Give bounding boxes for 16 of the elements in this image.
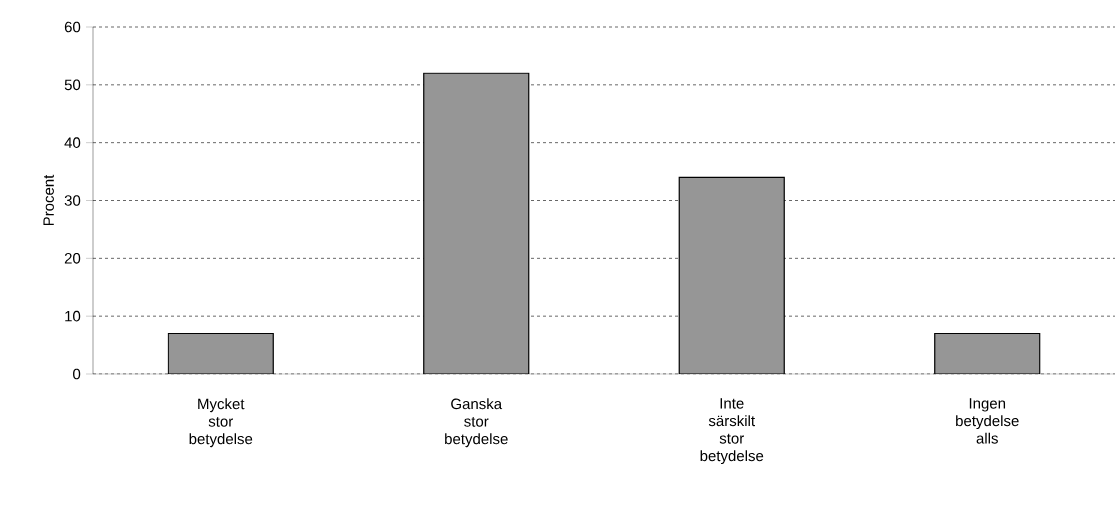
- x-tick-label: Inte särskilt stor betydelse: [700, 398, 764, 465]
- y-axis-title: Procent: [43, 174, 54, 226]
- bar: [167, 332, 274, 374]
- bar: [934, 332, 1041, 374]
- x-tick-label: Ganska stor betydelse: [445, 398, 508, 448]
- y-tick-label: 20: [64, 253, 81, 264]
- x-tick-label: Mycket stor betydelse: [189, 398, 253, 448]
- y-tick-label: 50: [64, 79, 81, 91]
- bar: [678, 176, 785, 374]
- y-tick-label: 40: [64, 137, 81, 148]
- y-tick-label: 60: [64, 21, 81, 33]
- y-tick-label: 0: [73, 368, 81, 380]
- y-tick-label: 10: [65, 310, 81, 322]
- bar: [423, 72, 530, 374]
- y-tick-label: 30: [64, 195, 81, 206]
- x-tick-label: Ingen betydelse alls: [956, 398, 1019, 444]
